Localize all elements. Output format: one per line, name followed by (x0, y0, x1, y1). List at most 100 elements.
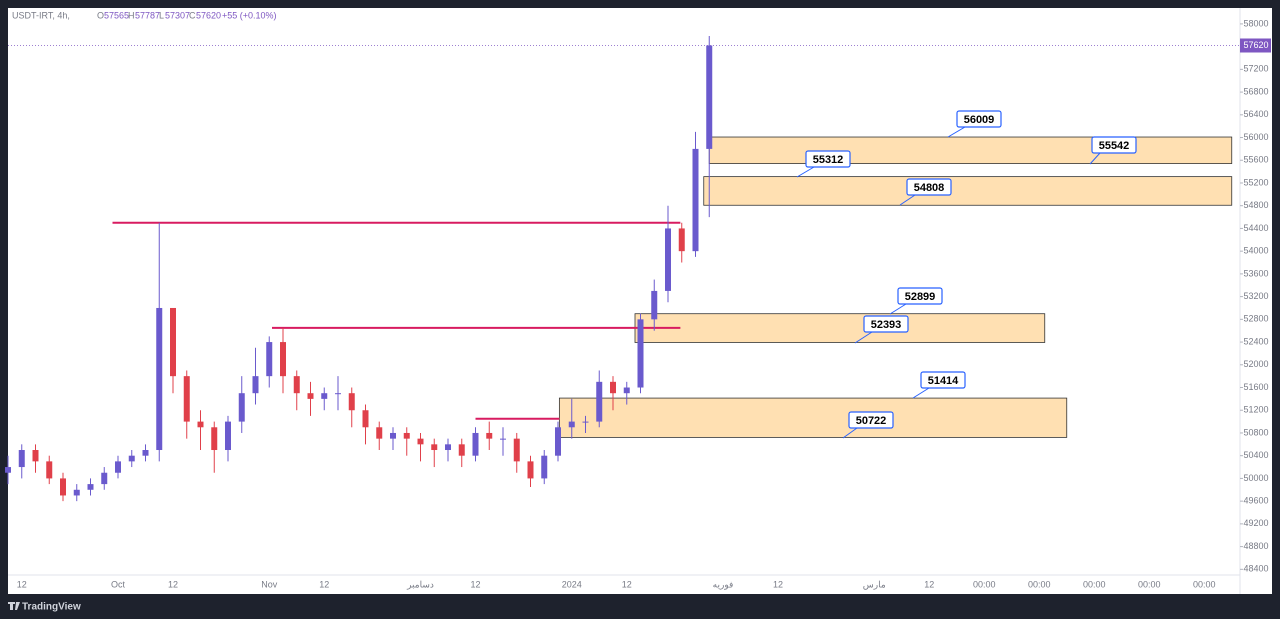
x-tick-label: فوریه (713, 579, 734, 590)
candle-body (115, 461, 121, 473)
y-tick-label: 57200 (1243, 64, 1268, 74)
y-tick-label: 56400 (1243, 109, 1268, 119)
brand-logo (8, 602, 20, 610)
callout-box (848, 411, 894, 429)
y-tick-label: 54000 (1243, 246, 1268, 256)
callout-label: 50722 (856, 415, 887, 427)
candle-body (307, 393, 314, 399)
callout-box (863, 315, 909, 333)
candle-body (87, 484, 94, 490)
callout-label: 54808 (914, 182, 945, 194)
candle-body (211, 427, 218, 451)
candle-body (5, 467, 11, 473)
brand: TradingView (22, 602, 81, 613)
zone (558, 397, 1068, 438)
x-tick-label: 12 (17, 579, 27, 589)
ohlc-label: H (128, 10, 135, 20)
candle-body (293, 376, 300, 394)
x-tick-label: Nov (261, 579, 278, 589)
callout-label: 52393 (871, 319, 902, 331)
y-tick-label: 54400 (1243, 223, 1268, 233)
callout-box (897, 287, 943, 305)
ohlc-open: 57565 (104, 10, 129, 20)
callout-box (1091, 136, 1137, 154)
candle-body (321, 393, 328, 399)
y-tick-label: 53200 (1243, 291, 1268, 301)
x-tick-label: 2024 (562, 579, 582, 589)
y-tick-label: 55200 (1243, 177, 1268, 187)
candle-body (46, 461, 53, 479)
y-tick-label: 50000 (1243, 473, 1268, 483)
y-tick-label: 49200 (1243, 518, 1268, 528)
candle-body (445, 444, 451, 451)
y-tick-label: 58000 (1243, 18, 1268, 28)
candle-body (458, 444, 465, 456)
candle-body (183, 376, 190, 422)
callout-box (805, 150, 851, 168)
zone (634, 313, 1046, 343)
candle-body (101, 472, 108, 485)
x-tick-label: 00:00 (1083, 579, 1106, 589)
candle-body (623, 387, 630, 394)
x-tick-label: 00:00 (1193, 579, 1216, 589)
last-price-tag (1240, 38, 1271, 53)
candle-body (362, 410, 369, 428)
y-tick-label: 56800 (1243, 86, 1268, 96)
ohlc-close: 57620 (196, 10, 221, 20)
candle-body (238, 393, 245, 422)
callout-pointer (912, 387, 930, 399)
candle-body (73, 489, 80, 496)
candle-body (486, 432, 493, 439)
candle-body (582, 421, 589, 423)
candle-body (335, 393, 341, 395)
candle-body (170, 307, 176, 377)
x-tick-label: 00:00 (1028, 579, 1051, 589)
x-tick-label: Oct (111, 579, 126, 589)
candle-body (376, 427, 383, 439)
x-tick-label: مارس (863, 579, 886, 590)
candle-body (500, 438, 506, 440)
callout-label: 51414 (928, 375, 959, 387)
candle-body (513, 438, 520, 462)
candle-body (678, 228, 685, 252)
y-tick-label: 50800 (1243, 427, 1268, 437)
candle-body (156, 307, 163, 451)
candle-body (692, 148, 699, 252)
y-tick-label: 50400 (1243, 450, 1268, 460)
y-tick-label: 51200 (1243, 405, 1268, 415)
y-tick-label: 53600 (1243, 268, 1268, 278)
callout-label: 55312 (813, 154, 844, 166)
candle-body (651, 290, 658, 320)
ohlc-high: 57787 (135, 10, 160, 20)
callout-pointer (1089, 152, 1101, 165)
callout-pointer (899, 194, 916, 206)
candle-body (403, 432, 410, 439)
candle-body (527, 461, 534, 479)
callout-pointer (796, 166, 815, 178)
callout-box (920, 371, 966, 389)
y-tick-label: 48800 (1243, 541, 1268, 551)
x-tick-label: 12 (168, 579, 178, 589)
ohlc-label: C (189, 10, 196, 20)
candle-body (225, 421, 231, 451)
candle-body (128, 455, 135, 462)
chart-background (8, 8, 1272, 594)
ohlc-low: 57307 (165, 10, 190, 20)
candle-body (280, 342, 286, 377)
callout-box (906, 178, 952, 196)
zone (708, 136, 1233, 164)
candle-body (431, 444, 438, 451)
ohlc-change: +55 (+0.10%) (222, 10, 277, 20)
candle-body (568, 421, 575, 428)
x-tick-label: 12 (924, 579, 934, 589)
x-tick-label: 12 (319, 579, 329, 589)
y-tick-label: 56000 (1243, 132, 1268, 142)
y-tick-label: 48400 (1243, 564, 1268, 574)
y-tick-label: 52800 (1243, 314, 1268, 324)
candle-body (348, 393, 355, 411)
candle-body (637, 319, 644, 388)
callout-pointer (842, 427, 858, 439)
x-tick-label: 12 (773, 579, 783, 589)
